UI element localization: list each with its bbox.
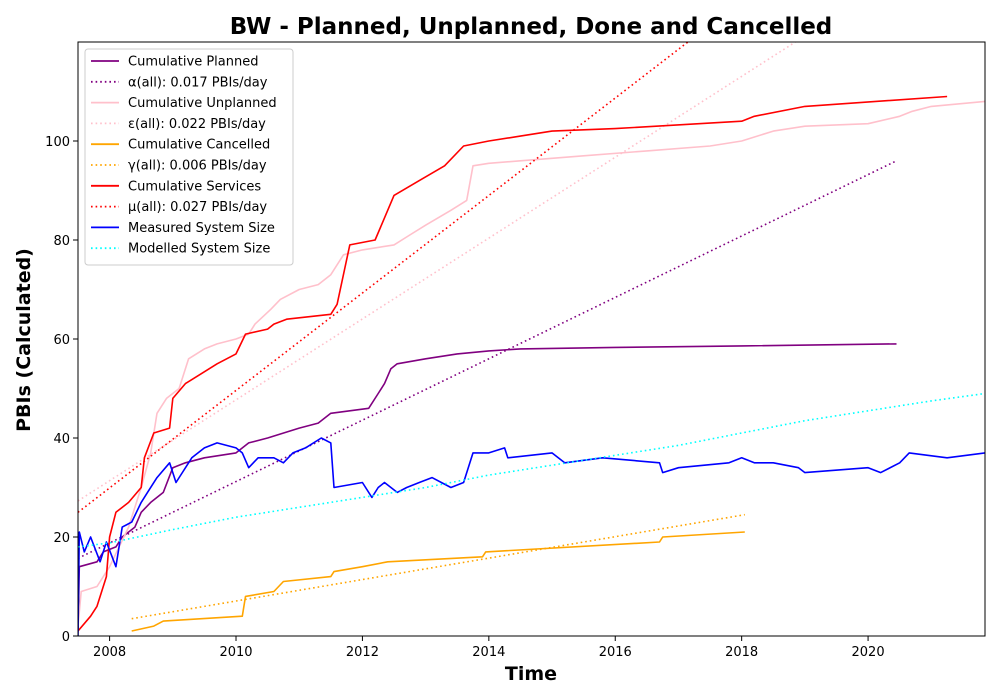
legend-entry-label: Measured System Size — [128, 221, 275, 236]
legend: Cumulative Planned α(all): 0.017 PBIs/day… — [84, 48, 294, 266]
legend-entry-label: Cumulative Planned — [128, 55, 258, 70]
legend-entry-label: Cumulative Cancelled — [128, 138, 270, 153]
series-8-measured-system-size-line — [78, 437, 985, 636]
y-axis-label: PBIs (Calculated) — [13, 248, 35, 432]
x-axis: 2008 2010 2012 2014 2016 2018 2020 — [93, 636, 885, 660]
legend-entry-label: Modelled System Size — [128, 242, 270, 257]
x-tick-label: 2008 — [93, 645, 126, 660]
x-tick-label: 2010 — [219, 645, 252, 660]
y-axis: 0 20 40 60 80 100 — [45, 135, 78, 645]
x-tick-label: 2012 — [346, 645, 379, 660]
x-axis-label: Time — [505, 663, 557, 685]
x-tick-label: 2016 — [599, 645, 632, 660]
legend-entry-label: Cumulative Services — [128, 179, 261, 194]
chart-title: BW - Planned, Unplanned, Done and Cancel… — [230, 14, 833, 40]
legend-entry-label: ε(all): 0.022 PBIs/day — [128, 117, 266, 132]
x-tick-label: 2020 — [852, 645, 885, 660]
x-tick-label: 2018 — [725, 645, 758, 660]
y-tick-label: 40 — [53, 432, 70, 447]
y-tick-label: 20 — [53, 531, 70, 546]
legend-entry-label: μ(all): 0.027 PBIs/day — [128, 200, 267, 215]
y-tick-label: 80 — [53, 234, 70, 249]
y-tick-label: 100 — [45, 135, 70, 150]
legend-entry-label: γ(all): 0.006 PBIs/day — [128, 159, 267, 174]
x-tick-label: 2014 — [472, 645, 505, 660]
series-5-all-0-006-pbis-day-line — [131, 513, 745, 620]
y-tick-label: 0 — [62, 630, 70, 645]
series-0-cumulative-planned-line — [78, 343, 897, 632]
legend-entry-label: α(all): 0.017 PBIs/day — [128, 75, 268, 90]
series-3-all-0-022-pbis-day-line — [78, 42, 796, 502]
legend-box — [84, 48, 294, 266]
series-9-modelled-system-size-line — [78, 392, 985, 548]
series-4-cumulative-cancelled-line — [131, 531, 745, 632]
series-layer — [78, 42, 985, 636]
legend-entry-label: Cumulative Unplanned — [128, 96, 277, 111]
series-6-cumulative-services-line — [78, 95, 948, 632]
y-tick-label: 60 — [53, 333, 70, 348]
series-2-cumulative-unplanned-line — [78, 100, 985, 627]
